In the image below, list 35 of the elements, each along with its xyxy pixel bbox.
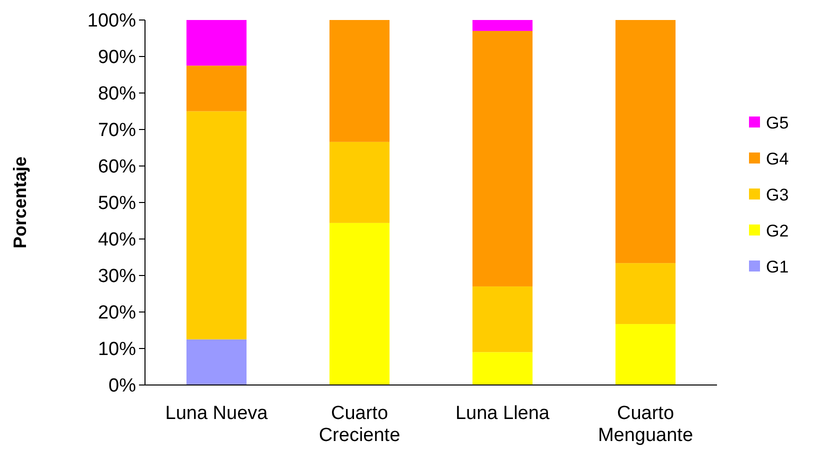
bar [472,286,533,352]
bar [472,30,533,286]
bar [186,20,247,66]
x-tick-label: Cuarto Creciente [318,403,400,446]
bar [472,20,533,31]
bar [615,324,676,385]
bar [329,222,390,385]
legend-label: G3 [766,185,789,204]
y-tick-label: 70% [98,120,136,142]
legend-label: G2 [766,221,789,240]
y-tick-label: 50% [98,193,136,214]
legend-label: G1 [766,257,789,276]
y-axis-title: Porcentaje [10,156,30,249]
y-tick-label: 0% [108,376,136,397]
bar [186,66,247,112]
bar [329,142,390,223]
y-tick-label: 100% [87,10,136,32]
y-tick-label: 60% [98,156,136,178]
y-tick-label: 10% [98,339,136,360]
y-tick-label: 20% [98,302,136,324]
bar [329,20,390,142]
bar [472,352,533,385]
x-tick-label: Luna Nueva [165,403,268,424]
y-tick-label: 80% [98,84,136,105]
x-tick-label: Luna Llena [455,403,550,424]
bar [186,111,247,340]
bar [615,20,676,264]
legend-label: G4 [766,149,789,168]
y-tick-label: 40% [98,230,136,251]
x-tick-label: Cuarto Menguante [598,403,694,446]
legend-label: G5 [766,113,789,132]
y-tick-label: 90% [98,47,136,68]
bar [615,263,676,324]
bar [186,339,247,385]
y-tick-label: 30% [98,266,136,288]
